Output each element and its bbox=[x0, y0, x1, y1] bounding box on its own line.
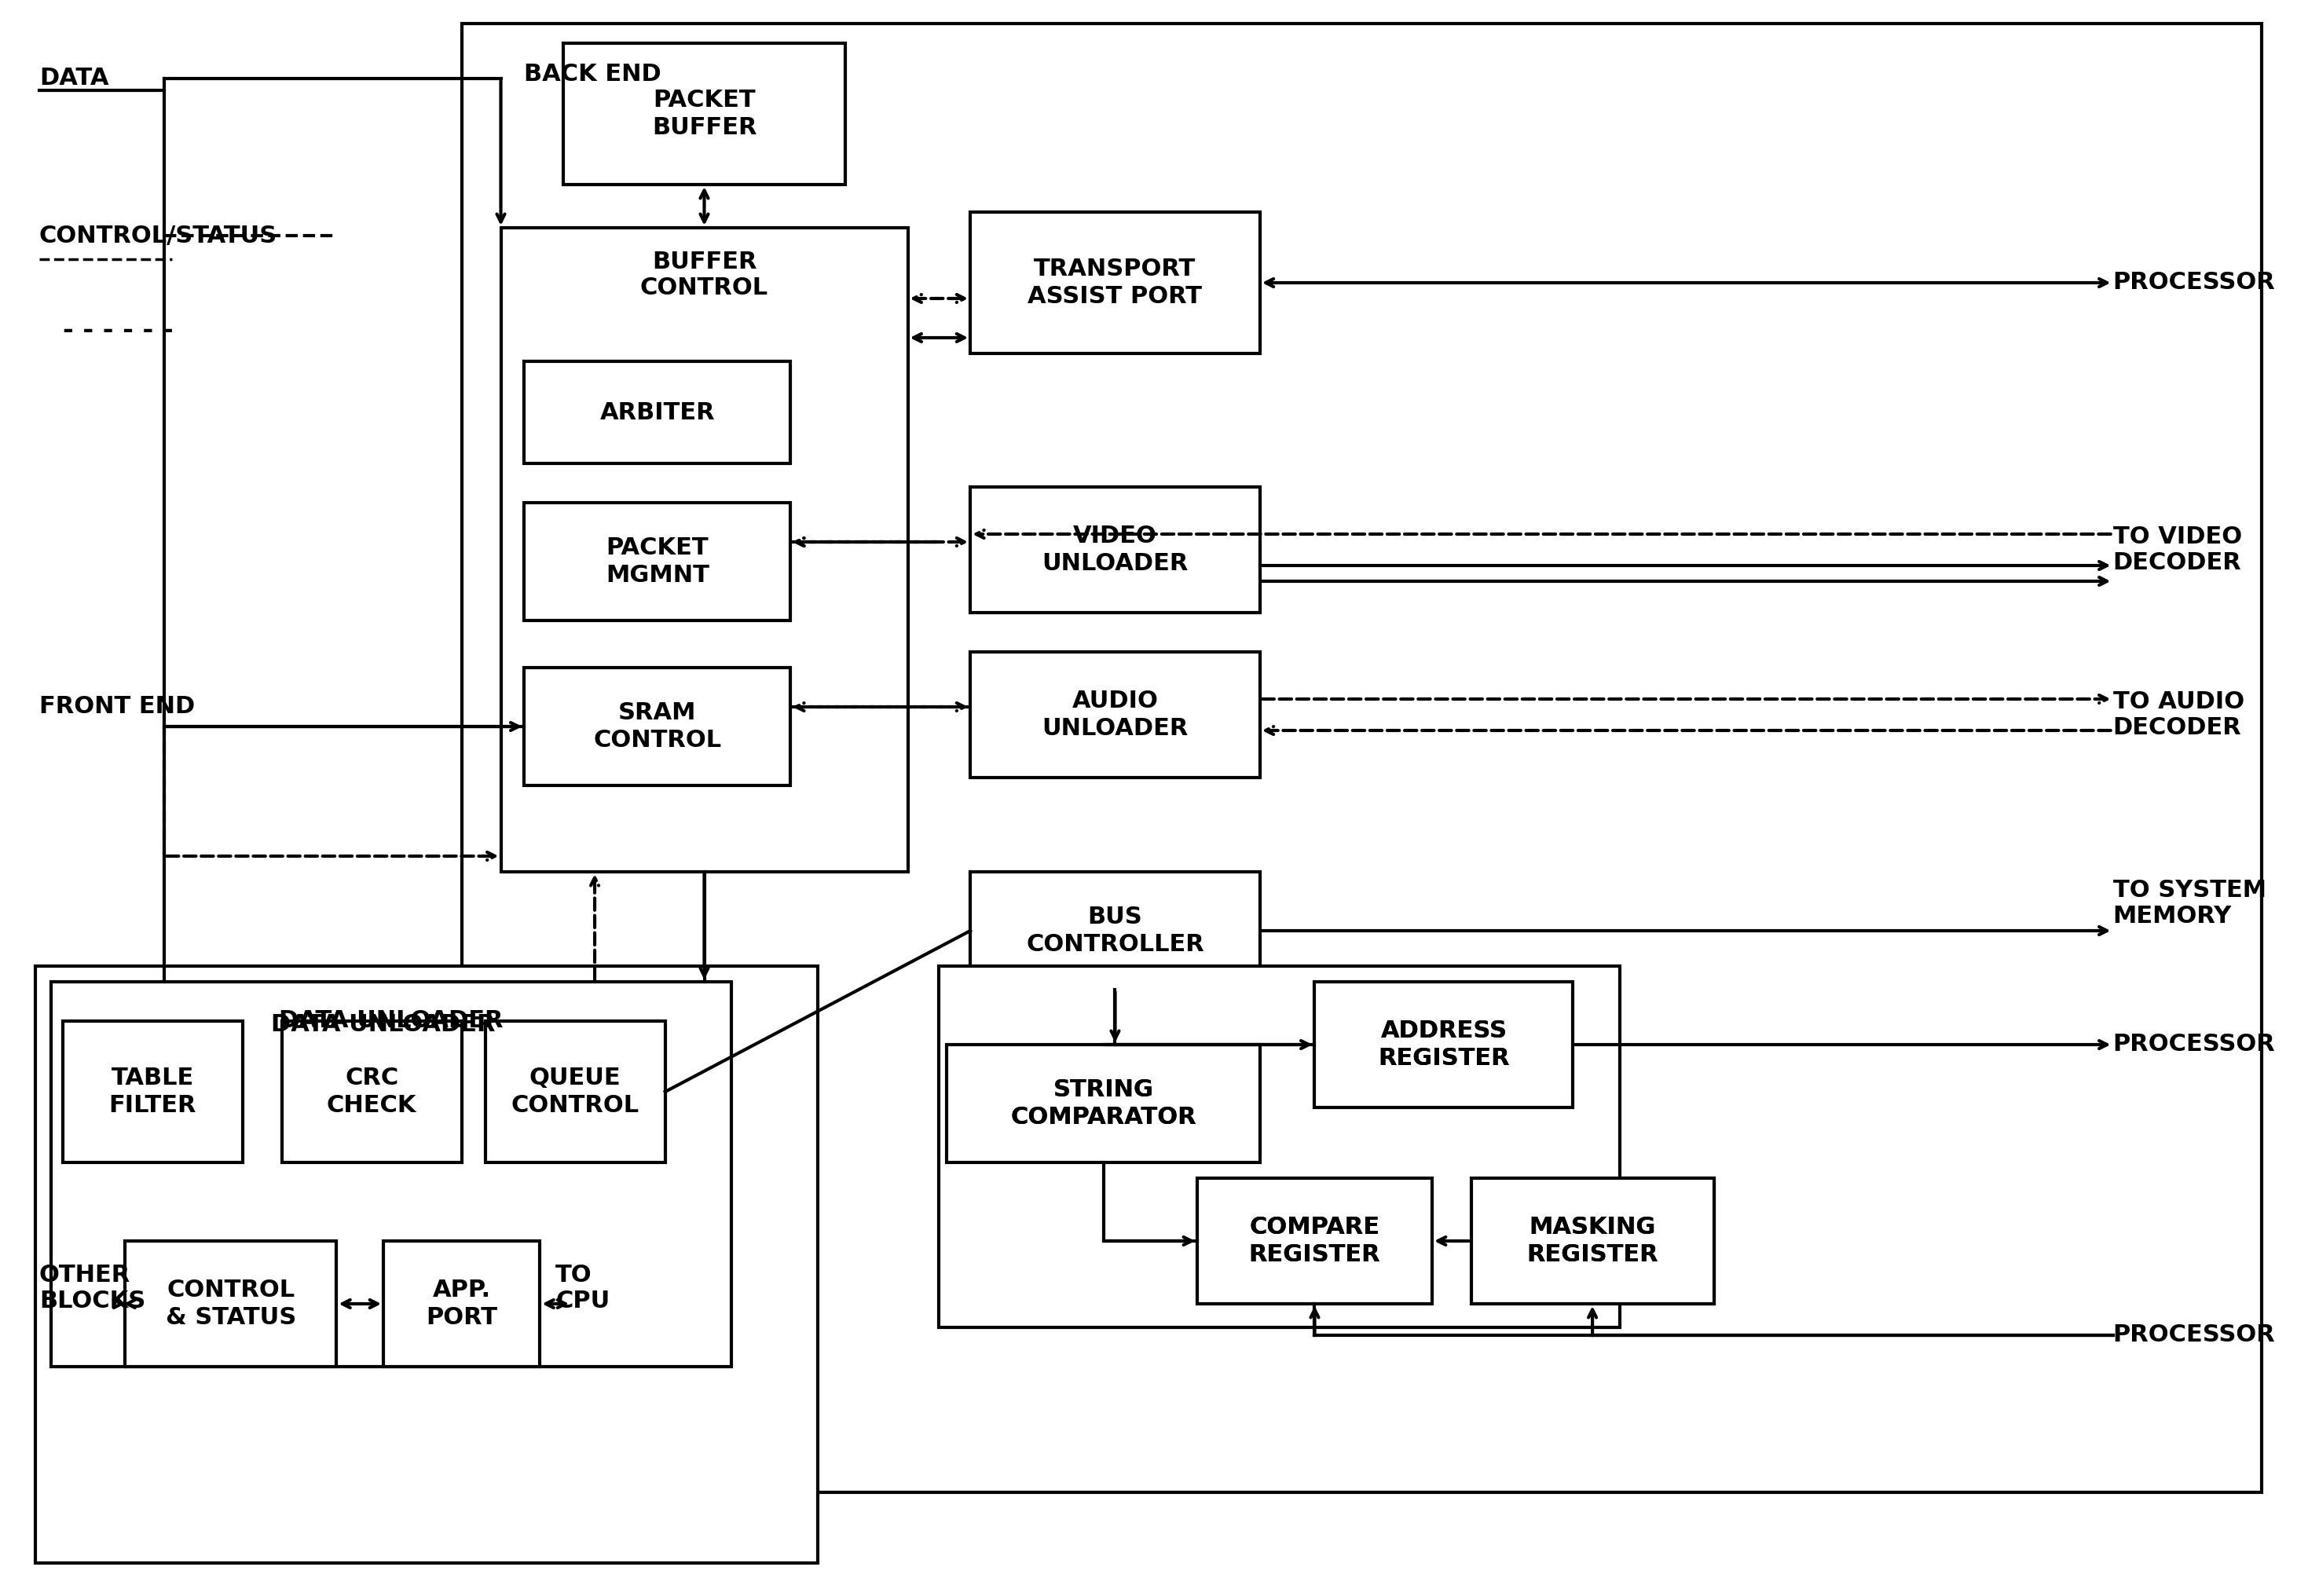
Text: FRONT END: FRONT END bbox=[39, 696, 195, 718]
Text: BUS
CONTROLLER: BUS CONTROLLER bbox=[1025, 905, 1204, 956]
Bar bbox=[1197, 1178, 1433, 1304]
Bar bbox=[281, 1021, 461, 1162]
Text: ADDRESS
REGISTER: ADDRESS REGISTER bbox=[1377, 1020, 1510, 1069]
Bar bbox=[501, 228, 907, 871]
Text: TRANSPORT
ASSIST PORT: TRANSPORT ASSIST PORT bbox=[1027, 257, 1201, 308]
Bar bbox=[1470, 1178, 1714, 1304]
Bar bbox=[564, 43, 844, 185]
Bar bbox=[383, 1242, 540, 1366]
Text: TO AUDIO
DECODER: TO AUDIO DECODER bbox=[2113, 689, 2245, 739]
Bar bbox=[1315, 982, 1572, 1108]
Bar bbox=[946, 1045, 1259, 1162]
Text: COMPARE
REGISTER: COMPARE REGISTER bbox=[1250, 1216, 1380, 1267]
Bar bbox=[1197, 1178, 1433, 1304]
Bar bbox=[524, 503, 791, 621]
Bar bbox=[969, 871, 1259, 990]
Bar bbox=[1470, 1178, 1714, 1304]
Text: PROCESSOR: PROCESSOR bbox=[2113, 271, 2275, 294]
Bar bbox=[51, 982, 733, 1366]
Text: BUFFER
CONTROL: BUFFER CONTROL bbox=[640, 251, 768, 300]
Text: QUEUE
CONTROL: QUEUE CONTROL bbox=[510, 1066, 640, 1117]
Bar bbox=[46, 982, 719, 1390]
Text: VIDEO
UNLOADER: VIDEO UNLOADER bbox=[1041, 525, 1187, 575]
Text: PACKET
MGMNT: PACKET MGMNT bbox=[605, 536, 710, 587]
Text: DATA UNLOADER: DATA UNLOADER bbox=[278, 1009, 503, 1033]
Text: CRC
CHECK: CRC CHECK bbox=[327, 1066, 417, 1117]
Text: CONTROL/STATUS: CONTROL/STATUS bbox=[39, 225, 278, 247]
Bar bbox=[969, 212, 1259, 353]
Bar bbox=[485, 1021, 666, 1162]
Bar bbox=[969, 651, 1259, 777]
Text: - - - - - -: - - - - - - bbox=[63, 318, 174, 343]
Bar bbox=[969, 487, 1259, 613]
Text: DATA UNLOADER: DATA UNLOADER bbox=[271, 1013, 496, 1036]
Text: OTHER
BLOCKS: OTHER BLOCKS bbox=[39, 1264, 146, 1312]
Text: PACKET
BUFFER: PACKET BUFFER bbox=[652, 88, 756, 139]
Text: CONTROL
& STATUS: CONTROL & STATUS bbox=[165, 1278, 297, 1329]
Text: PROCESSOR: PROCESSOR bbox=[2113, 1033, 2275, 1057]
Text: ADDRESS
REGISTER: ADDRESS REGISTER bbox=[1377, 1020, 1510, 1069]
Text: ARBITER: ARBITER bbox=[601, 401, 714, 425]
Bar bbox=[946, 1045, 1259, 1162]
Text: APP.
PORT: APP. PORT bbox=[427, 1278, 499, 1329]
Text: TO
CPU: TO CPU bbox=[557, 1264, 610, 1312]
Text: COMPARE
REGISTER: COMPARE REGISTER bbox=[1250, 1216, 1380, 1267]
Bar bbox=[125, 1242, 336, 1366]
Bar bbox=[524, 361, 791, 463]
Text: STRING
COMPARATOR: STRING COMPARATOR bbox=[1011, 1077, 1197, 1128]
Text: TO VIDEO
DECODER: TO VIDEO DECODER bbox=[2113, 525, 2242, 575]
Bar bbox=[35, 966, 819, 1562]
Bar bbox=[524, 667, 791, 785]
Bar bbox=[63, 1021, 243, 1162]
Text: TO SYSTEM
MEMORY: TO SYSTEM MEMORY bbox=[2113, 879, 2266, 927]
Text: SRAM
CONTROL: SRAM CONTROL bbox=[594, 701, 721, 752]
Text: TABLE
FILTER: TABLE FILTER bbox=[109, 1066, 197, 1117]
Text: DATA: DATA bbox=[39, 67, 109, 89]
Text: MASKING
REGISTER: MASKING REGISTER bbox=[1526, 1216, 1658, 1267]
Bar bbox=[939, 966, 1619, 1328]
Text: PROCESSOR: PROCESSOR bbox=[2113, 1323, 2275, 1347]
Text: BACK END: BACK END bbox=[524, 62, 661, 86]
Bar bbox=[1315, 982, 1572, 1108]
Text: MASKING
REGISTER: MASKING REGISTER bbox=[1526, 1216, 1658, 1267]
Text: AUDIO
UNLOADER: AUDIO UNLOADER bbox=[1041, 689, 1187, 741]
Text: STRING
COMPARATOR: STRING COMPARATOR bbox=[1011, 1077, 1197, 1128]
Bar bbox=[461, 24, 2261, 1492]
